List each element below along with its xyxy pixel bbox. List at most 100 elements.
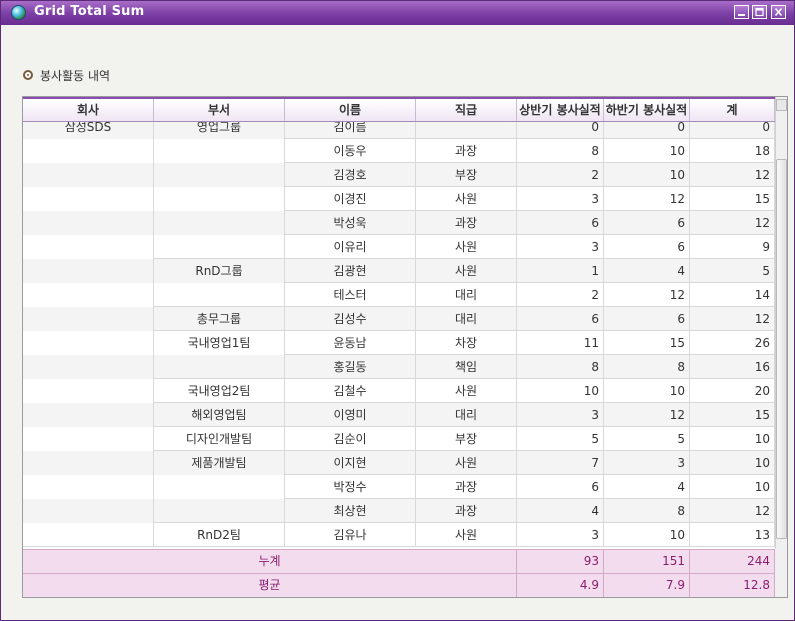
company-cell[interactable]	[23, 283, 154, 307]
second-half-cell[interactable]: 6	[604, 307, 690, 331]
position-cell[interactable]: 대리	[416, 403, 517, 427]
first-half-cell[interactable]: 1	[517, 259, 604, 283]
company-cell[interactable]	[23, 139, 154, 163]
position-cell[interactable]: 부장	[416, 427, 517, 451]
column-header-total[interactable]: 계	[690, 99, 775, 121]
position-cell[interactable]: 책임	[416, 355, 517, 379]
first-half-cell[interactable]: 3	[517, 403, 604, 427]
total-cell[interactable]: 26	[690, 331, 775, 355]
department-cell[interactable]: 해외영업팀	[154, 403, 285, 427]
department-cell[interactable]: 제품개발팀	[154, 451, 285, 475]
name-cell[interactable]: 김철수	[285, 379, 416, 403]
total-cell[interactable]: 18	[690, 139, 775, 163]
minimize-button[interactable]	[734, 5, 749, 19]
company-cell[interactable]: 삼성SDS	[23, 122, 154, 139]
total-cell[interactable]: 14	[690, 283, 775, 307]
second-half-cell[interactable]: 10	[604, 523, 690, 547]
table-row[interactable]: 제품개발팀 이지현 사원 7 3 10	[23, 451, 775, 475]
first-half-cell[interactable]: 2	[517, 283, 604, 307]
name-cell[interactable]: 이동우	[285, 139, 416, 163]
company-cell[interactable]	[23, 187, 154, 211]
department-cell[interactable]: 국내영업2팀	[154, 379, 285, 403]
column-header-first-half[interactable]: 상반기 봉사실적	[517, 99, 604, 121]
column-header-second-half[interactable]: 하반기 봉사실적	[604, 99, 690, 121]
first-half-cell[interactable]: 2	[517, 163, 604, 187]
position-cell[interactable]	[416, 122, 517, 139]
close-button[interactable]	[771, 5, 786, 19]
second-half-cell[interactable]: 8	[604, 355, 690, 379]
total-cell[interactable]: 9	[690, 235, 775, 259]
table-row[interactable]: 이경진 사원 3 12 15	[23, 187, 775, 211]
total-cell[interactable]: 13	[690, 523, 775, 547]
position-cell[interactable]: 사원	[416, 235, 517, 259]
name-cell[interactable]: 이지현	[285, 451, 416, 475]
company-cell[interactable]	[23, 331, 154, 355]
column-header-company[interactable]: 회사	[23, 99, 154, 121]
name-cell[interactable]: 김성수	[285, 307, 416, 331]
name-cell[interactable]: 이영미	[285, 403, 416, 427]
company-cell[interactable]	[23, 475, 154, 499]
scrollbar-thumb[interactable]	[776, 159, 787, 539]
position-cell[interactable]: 대리	[416, 307, 517, 331]
table-row[interactable]: 이유리 사원 3 6 9	[23, 235, 775, 259]
position-cell[interactable]: 과장	[416, 139, 517, 163]
company-cell[interactable]	[23, 163, 154, 187]
total-cell[interactable]: 20	[690, 379, 775, 403]
name-cell[interactable]: 윤동남	[285, 331, 416, 355]
total-cell[interactable]: 0	[690, 122, 775, 139]
department-cell[interactable]	[154, 499, 285, 523]
company-cell[interactable]	[23, 211, 154, 235]
company-cell[interactable]	[23, 499, 154, 523]
table-row[interactable]: 해외영업팀 이영미 대리 3 12 15	[23, 403, 775, 427]
first-half-cell[interactable]: 6	[517, 211, 604, 235]
department-cell[interactable]	[154, 139, 285, 163]
first-half-cell[interactable]: 4	[517, 499, 604, 523]
second-half-cell[interactable]: 6	[604, 211, 690, 235]
total-cell[interactable]: 16	[690, 355, 775, 379]
position-cell[interactable]: 대리	[416, 283, 517, 307]
name-cell[interactable]: 박정수	[285, 475, 416, 499]
name-cell[interactable]: 이경진	[285, 187, 416, 211]
table-row[interactable]: 국내영업2팀 김철수 사원 10 10 20	[23, 379, 775, 403]
total-cell[interactable]: 12	[690, 211, 775, 235]
table-row[interactable]: 디자인개발팀 김순이 부장 5 5 10	[23, 427, 775, 451]
first-half-cell[interactable]: 3	[517, 235, 604, 259]
first-half-cell[interactable]: 5	[517, 427, 604, 451]
name-cell[interactable]: 테스터	[285, 283, 416, 307]
name-cell[interactable]: 이유리	[285, 235, 416, 259]
position-cell[interactable]: 사원	[416, 259, 517, 283]
vertical-scrollbar[interactable]	[775, 97, 787, 549]
first-half-cell[interactable]: 3	[517, 523, 604, 547]
table-row[interactable]: 테스터 대리 2 12 14	[23, 283, 775, 307]
table-row[interactable]: 홍길동 책임 8 8 16	[23, 355, 775, 379]
table-row[interactable]: 최상현 과장 4 8 12	[23, 499, 775, 523]
second-half-cell[interactable]: 5	[604, 427, 690, 451]
table-row[interactable]: 삼성SDS 영업그룹 김이름 0 0 0	[23, 122, 775, 139]
column-header-name[interactable]: 이름	[285, 99, 416, 121]
total-cell[interactable]: 5	[690, 259, 775, 283]
second-half-cell[interactable]: 4	[604, 475, 690, 499]
name-cell[interactable]: 박성욱	[285, 211, 416, 235]
total-cell[interactable]: 15	[690, 187, 775, 211]
company-cell[interactable]	[23, 451, 154, 475]
second-half-cell[interactable]: 0	[604, 122, 690, 139]
second-half-cell[interactable]: 8	[604, 499, 690, 523]
total-cell[interactable]: 12	[690, 163, 775, 187]
position-cell[interactable]: 사원	[416, 187, 517, 211]
table-row[interactable]: 국내영업1팀 윤동남 차장 11 15 26	[23, 331, 775, 355]
first-half-cell[interactable]: 7	[517, 451, 604, 475]
company-cell[interactable]	[23, 259, 154, 283]
name-cell[interactable]: 김순이	[285, 427, 416, 451]
table-row[interactable]: 총무그룹 김성수 대리 6 6 12	[23, 307, 775, 331]
position-cell[interactable]: 과장	[416, 475, 517, 499]
department-cell[interactable]	[154, 211, 285, 235]
department-cell[interactable]: 총무그룹	[154, 307, 285, 331]
table-row[interactable]: 박정수 과장 6 4 10	[23, 475, 775, 499]
position-cell[interactable]: 사원	[416, 523, 517, 547]
table-row[interactable]: RnD2팀 김유나 사원 3 10 13	[23, 523, 775, 547]
name-cell[interactable]: 홍길동	[285, 355, 416, 379]
second-half-cell[interactable]: 6	[604, 235, 690, 259]
company-cell[interactable]	[23, 307, 154, 331]
total-cell[interactable]: 10	[690, 475, 775, 499]
second-half-cell[interactable]: 10	[604, 139, 690, 163]
